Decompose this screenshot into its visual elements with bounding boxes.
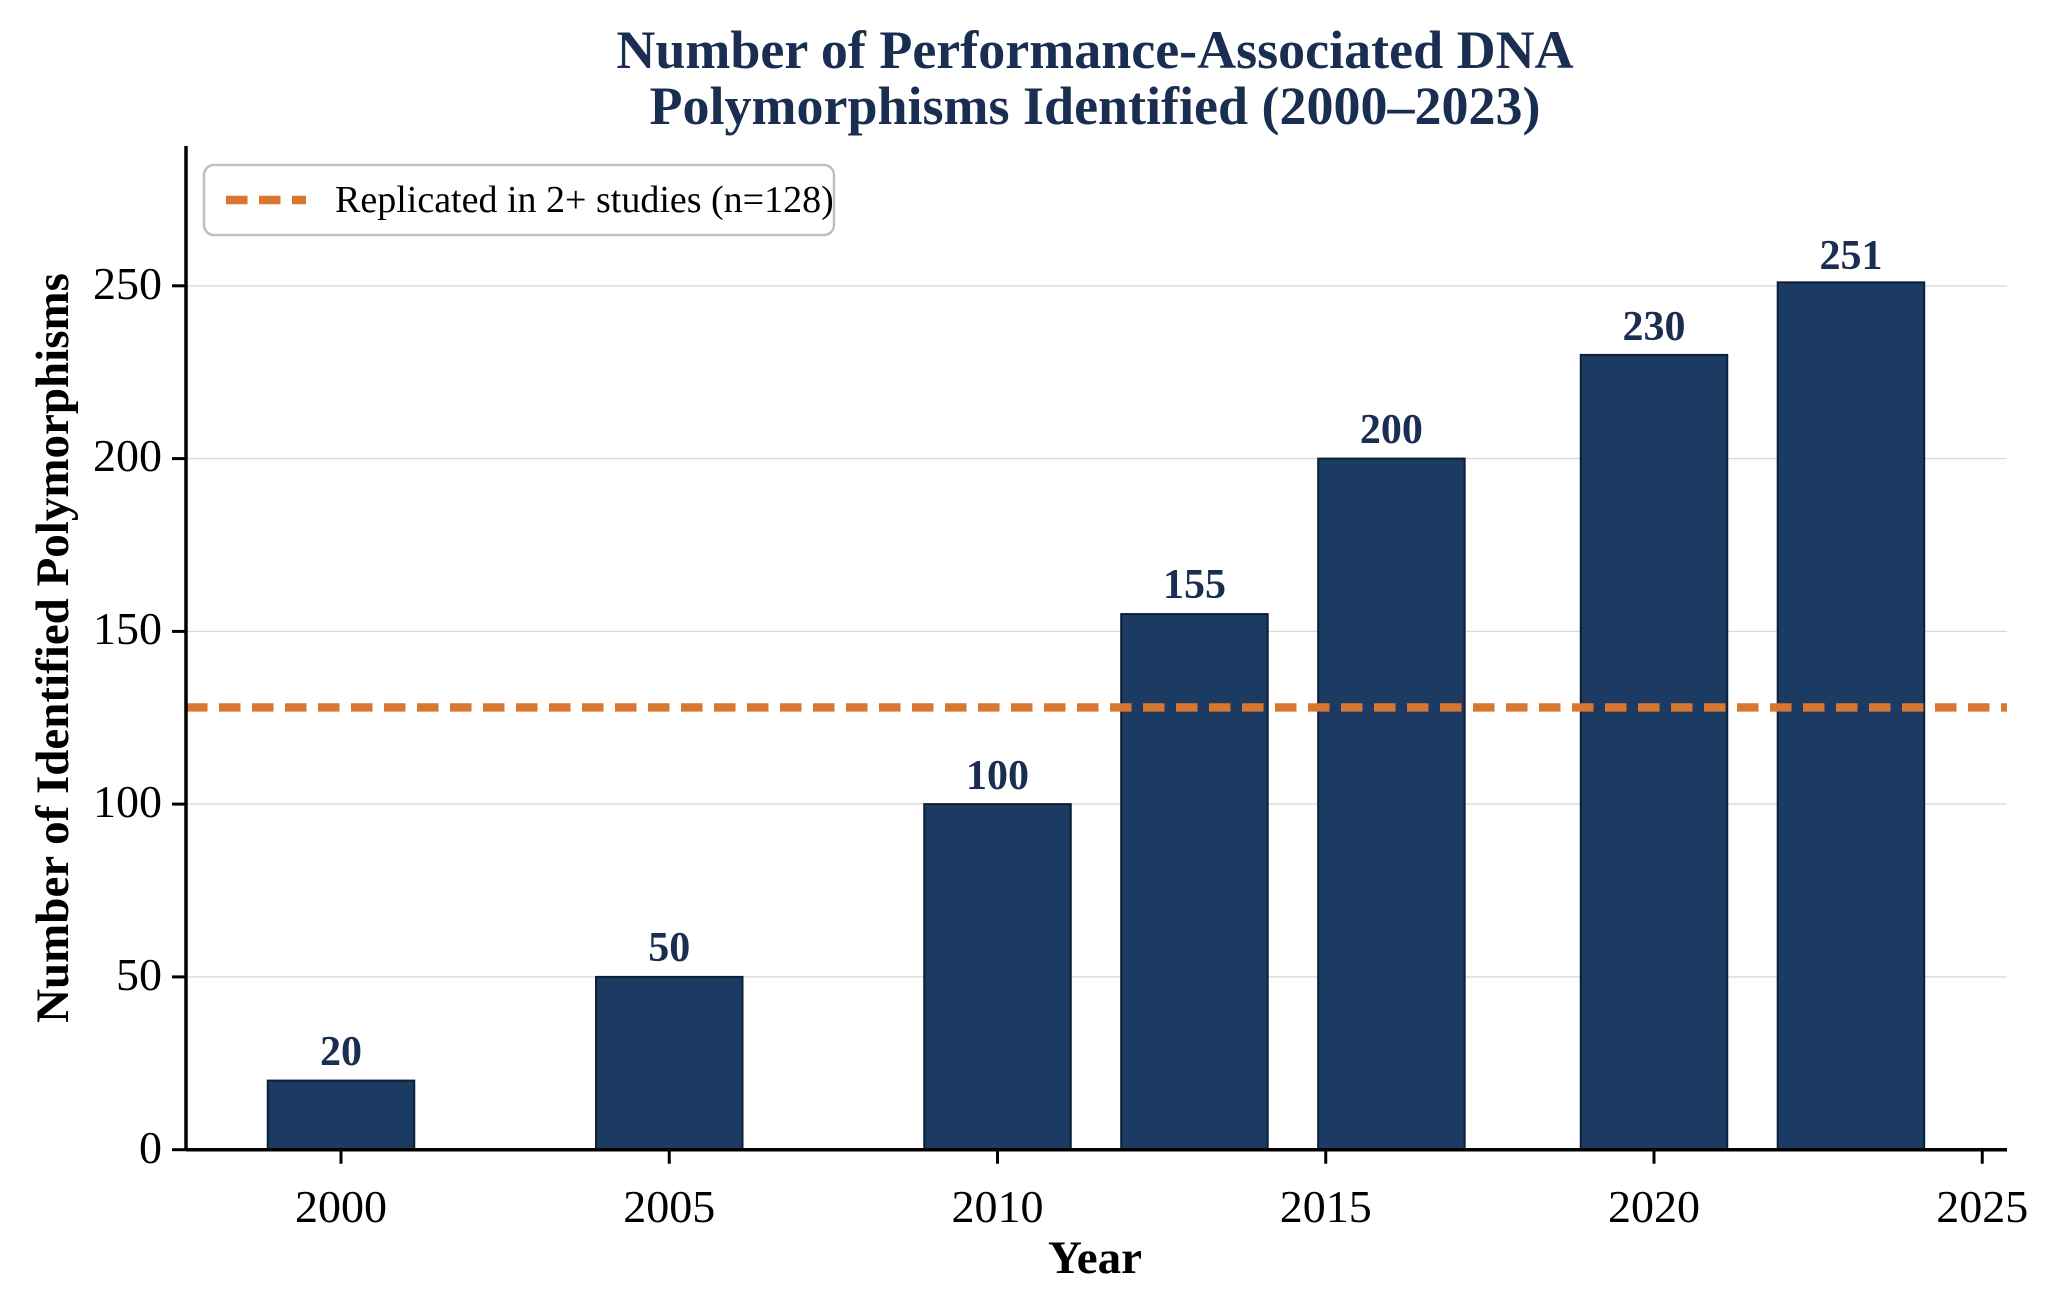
svg-text:50: 50	[648, 925, 690, 971]
svg-text:250: 250	[93, 258, 162, 309]
svg-text:2020: 2020	[1608, 1181, 1700, 1232]
svg-text:Number of Performance-Associat: Number of Performance-Associated DNA	[616, 20, 1573, 80]
svg-text:2000: 2000	[295, 1181, 387, 1232]
svg-text:155: 155	[1163, 562, 1226, 608]
svg-text:150: 150	[93, 603, 162, 654]
svg-text:Replicated in 2+ studies (n=12: Replicated in 2+ studies (n=128)	[335, 179, 834, 221]
svg-text:200: 200	[93, 430, 162, 481]
svg-text:2010: 2010	[952, 1181, 1044, 1232]
svg-text:Year: Year	[1048, 1232, 1142, 1284]
svg-text:2025: 2025	[1936, 1181, 2028, 1232]
svg-text:Number of Identified Polymorph: Number of Identified Polymorphisms	[27, 273, 79, 1023]
svg-text:200: 200	[1360, 407, 1423, 453]
svg-text:100: 100	[93, 776, 162, 827]
svg-text:100: 100	[966, 753, 1029, 799]
svg-text:0: 0	[139, 1122, 162, 1173]
svg-text:Polymorphisms Identified (2000: Polymorphisms Identified (2000–2023)	[650, 76, 1541, 136]
svg-text:2005: 2005	[623, 1181, 715, 1232]
svg-text:230: 230	[1623, 304, 1686, 350]
svg-text:2015: 2015	[1280, 1181, 1372, 1232]
svg-text:50: 50	[116, 949, 162, 1000]
svg-text:251: 251	[1819, 233, 1882, 279]
svg-text:20: 20	[320, 1029, 362, 1075]
